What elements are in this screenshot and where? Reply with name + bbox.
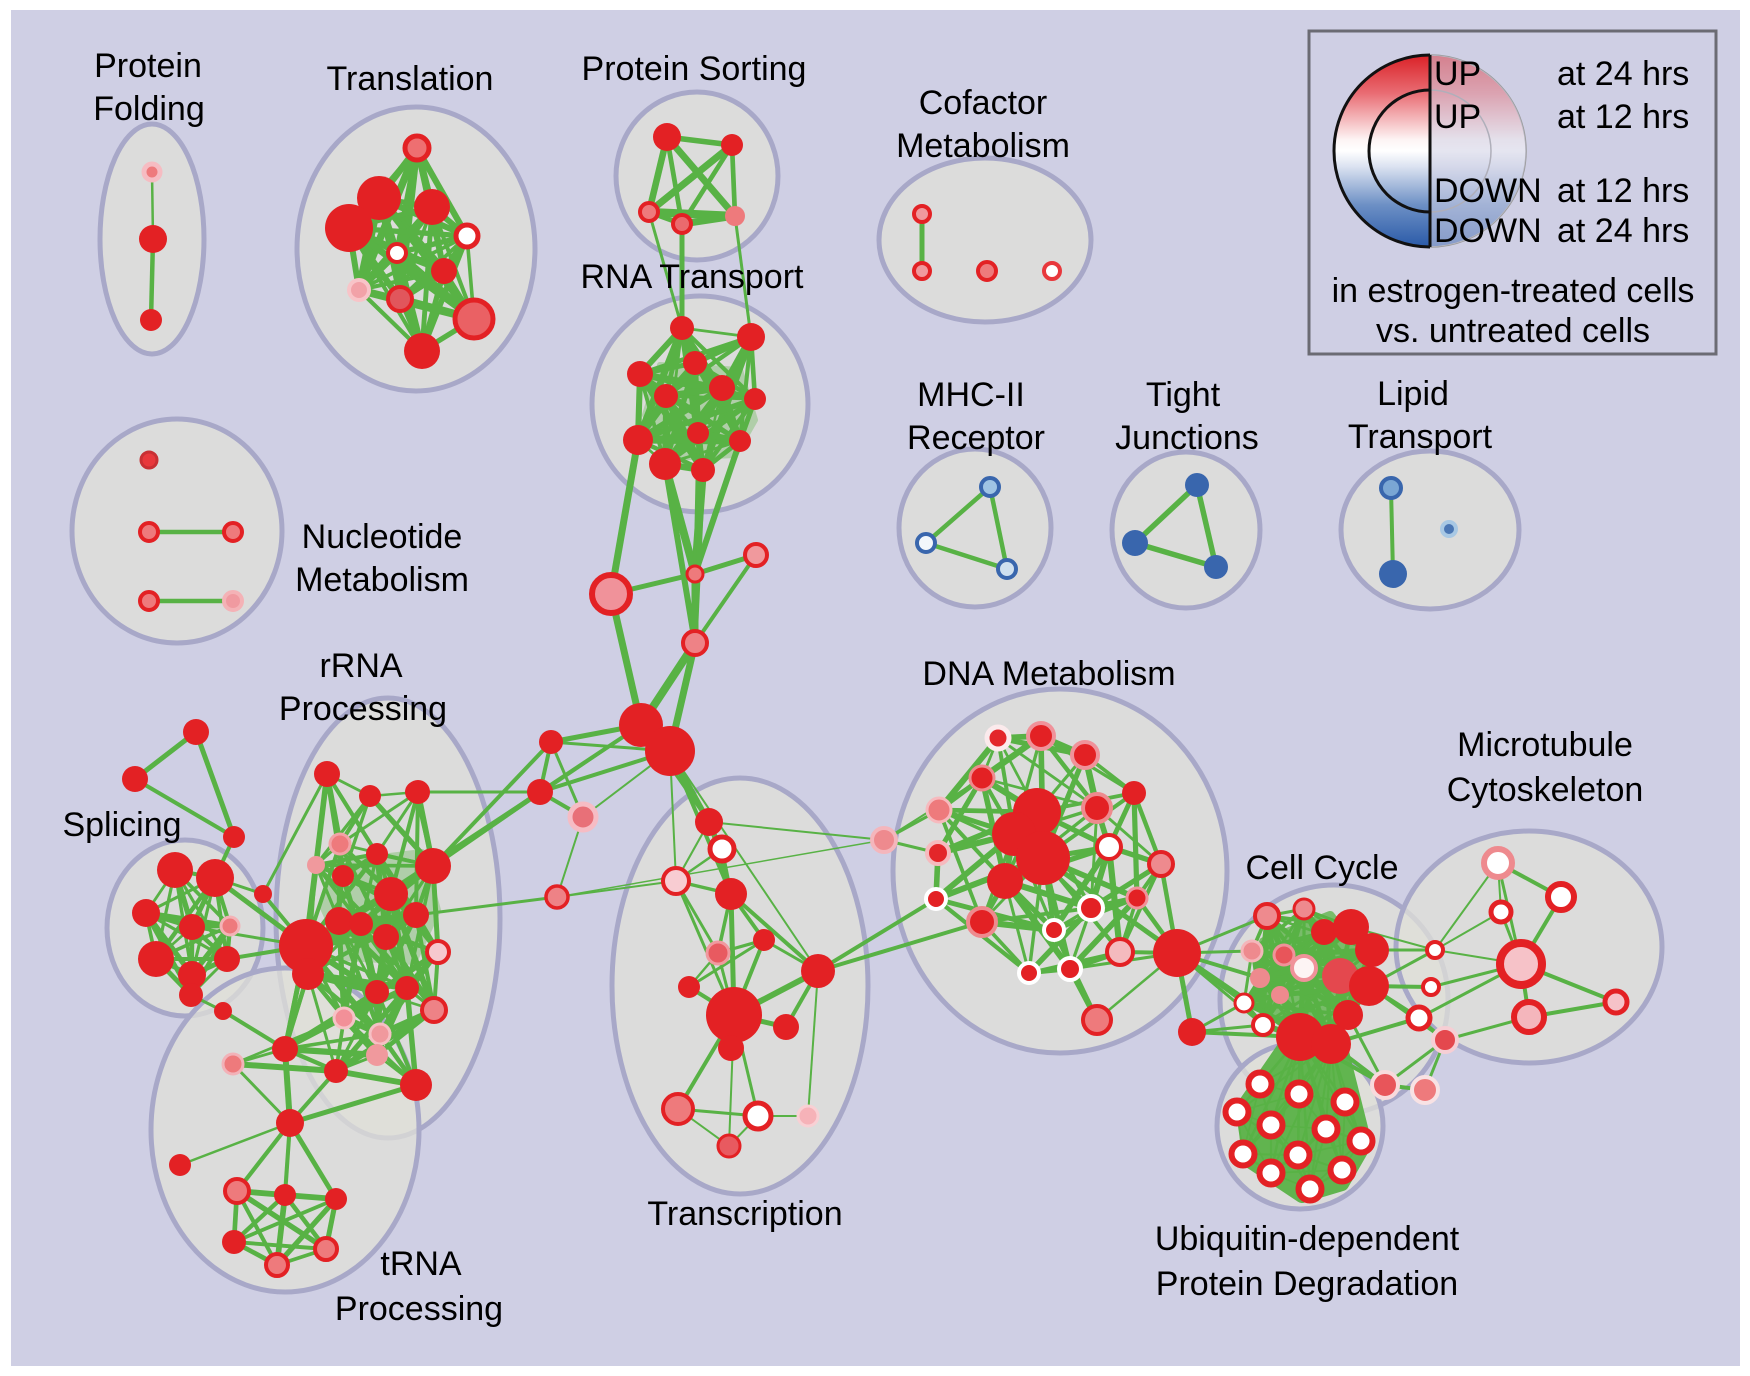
svg-text:DOWN: DOWN <box>1434 212 1542 250</box>
svg-text:Protein: Protein <box>94 47 202 85</box>
svg-text:Lipid: Lipid <box>1377 375 1449 413</box>
svg-text:Processing: Processing <box>335 1290 503 1328</box>
svg-text:UP: UP <box>1434 55 1481 93</box>
svg-text:Transport: Transport <box>1348 418 1493 456</box>
svg-text:Metabolism: Metabolism <box>295 561 469 599</box>
svg-text:Junctions: Junctions <box>1115 419 1259 457</box>
svg-text:Cofactor: Cofactor <box>919 84 1048 122</box>
svg-text:Splicing: Splicing <box>62 806 181 844</box>
svg-text:Cell Cycle: Cell Cycle <box>1245 849 1398 887</box>
svg-text:RNA Transport: RNA Transport <box>581 258 805 296</box>
svg-text:at 24 hrs: at 24 hrs <box>1557 212 1689 250</box>
svg-text:Translation: Translation <box>327 60 494 98</box>
svg-text:at 24 hrs: at 24 hrs <box>1557 55 1689 93</box>
svg-text:Metabolism: Metabolism <box>896 127 1070 165</box>
svg-text:Cytoskeleton: Cytoskeleton <box>1447 771 1644 809</box>
svg-text:at 12 hrs: at 12 hrs <box>1557 172 1689 210</box>
svg-text:Nucleotide: Nucleotide <box>302 518 463 556</box>
svg-text:Folding: Folding <box>93 90 205 128</box>
svg-text:UP: UP <box>1434 98 1481 136</box>
svg-text:DNA Metabolism: DNA Metabolism <box>922 655 1175 693</box>
svg-text:Processing: Processing <box>279 690 447 728</box>
svg-text:vs. untreated cells: vs. untreated cells <box>1376 312 1650 350</box>
svg-text:Tight: Tight <box>1146 376 1221 414</box>
svg-text:tRNA: tRNA <box>380 1245 462 1283</box>
svg-text:rRNA: rRNA <box>319 647 402 685</box>
svg-text:Ubiquitin-dependent: Ubiquitin-dependent <box>1155 1220 1460 1258</box>
svg-text:Protein Sorting: Protein Sorting <box>582 50 807 88</box>
svg-text:in estrogen-treated cells: in estrogen-treated cells <box>1332 272 1695 310</box>
svg-text:DOWN: DOWN <box>1434 172 1542 210</box>
svg-text:Protein Degradation: Protein Degradation <box>1156 1265 1458 1303</box>
svg-text:MHC-II: MHC-II <box>917 376 1025 414</box>
svg-text:at 12 hrs: at 12 hrs <box>1557 98 1689 136</box>
svg-text:Receptor: Receptor <box>907 419 1045 457</box>
svg-text:Transcription: Transcription <box>647 1195 842 1233</box>
svg-text:Microtubule: Microtubule <box>1457 726 1633 764</box>
